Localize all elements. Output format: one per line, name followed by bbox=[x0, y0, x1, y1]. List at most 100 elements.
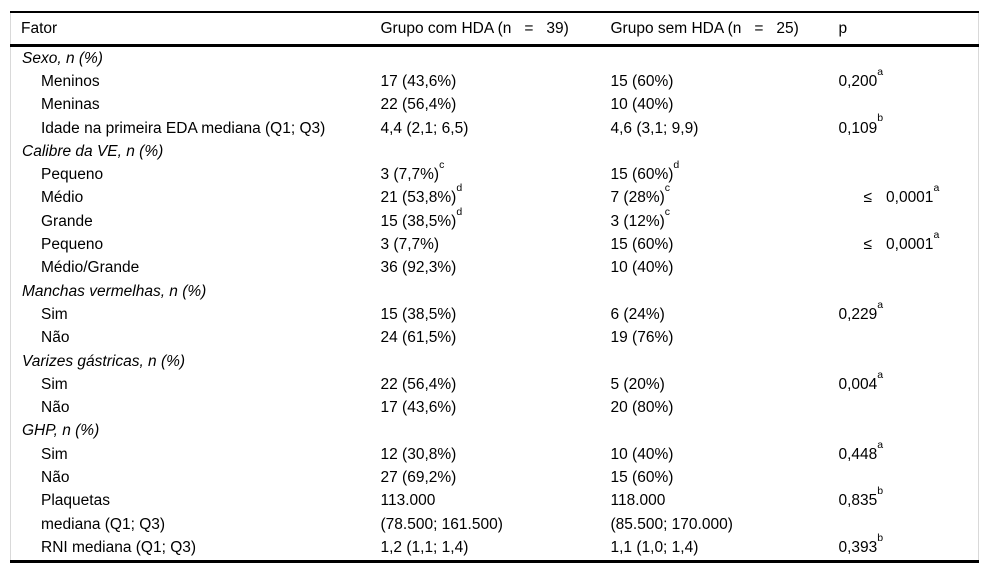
table-row: Médio 21 (53,8%)d 7 (28%)c ≤0,0001a bbox=[11, 182, 979, 210]
group-sem-hda-cell: 10 (40%) bbox=[610, 96, 674, 114]
less-equal-symbol: ≤ bbox=[863, 236, 873, 254]
group-sem-hda-cell bbox=[611, 350, 839, 373]
footnote-marker: c bbox=[439, 158, 445, 171]
group-com-hda-cell: 4,4 (2,1; 6,5) bbox=[380, 119, 469, 137]
group-sem-hda-cell: (85.500; 170.000) bbox=[610, 515, 733, 533]
group-com-hda-cell: 1,2 (1,1; 1,4) bbox=[380, 538, 469, 556]
factor-cell: Calibre da VE, n (%) bbox=[22, 142, 164, 160]
footnote-marker: a bbox=[877, 368, 884, 381]
group-com-hda-cell: 21 (53,8%)d bbox=[380, 182, 463, 207]
p-value-cell bbox=[839, 46, 979, 71]
table-group-row: Varizes gástricas, n (%) bbox=[11, 350, 979, 373]
table-row: Meninas 22 (56,4%) 10 (40%) bbox=[11, 94, 979, 117]
p-value-cell bbox=[839, 94, 979, 117]
p-value-cell bbox=[839, 420, 979, 443]
table-header-row: Fator Grupo com HDA (n = 39) Grupo sem H… bbox=[10, 12, 979, 47]
footnote-marker: d bbox=[456, 205, 463, 218]
group-com-hda-cell: 15 (38,5%)d bbox=[380, 205, 463, 230]
group-com-hda-cell bbox=[381, 46, 611, 71]
p-value-cell bbox=[839, 140, 979, 163]
footnote-marker: b bbox=[877, 531, 884, 544]
group-com-hda-cell: 3 (7,7%) bbox=[380, 236, 440, 254]
group-sem-hda-cell: 1,1 (1,0; 1,4) bbox=[610, 538, 699, 556]
factor-cell: Varizes gástricas, n (%) bbox=[22, 352, 186, 370]
footnote-marker: a bbox=[933, 182, 940, 195]
table-row: Sim 15 (38,5%) 6 (24%) 0,229a bbox=[11, 300, 979, 326]
col-header-grupo-com-hda: Grupo com HDA (n = 39) bbox=[380, 12, 611, 47]
p-value-cell bbox=[839, 513, 979, 536]
p-value-cell: 0,004a bbox=[838, 368, 884, 393]
factor-cell: Médio/Grande bbox=[41, 259, 140, 277]
p-value-cell: 0,200a bbox=[838, 65, 884, 90]
footnote-marker: b bbox=[877, 112, 884, 125]
group-sem-hda-cell: 10 (40%) bbox=[610, 259, 674, 277]
group-com-hda-cell: 27 (69,2%) bbox=[380, 468, 457, 486]
table-row: Não 17 (43,6%) 20 (80%) bbox=[11, 396, 979, 419]
footnote-marker: b bbox=[877, 485, 884, 498]
factor-cell: RNI mediana (Q1; Q3) bbox=[41, 538, 197, 556]
group-sem-hda-cell: 19 (76%) bbox=[610, 329, 674, 347]
table-row: mediana (Q1; Q3) (78.500; 161.500) (85.500… bbox=[11, 513, 979, 536]
table-group-row: Calibre da VE, n (%) bbox=[11, 140, 979, 163]
p-value-cell bbox=[839, 350, 979, 373]
group-sem-hda-cell bbox=[611, 420, 839, 443]
table-row: Pequeno 3 (7,7%) 15 (60%) ≤0,0001a bbox=[11, 230, 979, 256]
footnote-marker: a bbox=[933, 228, 940, 241]
p-value-cell bbox=[839, 280, 979, 303]
table-row: Plaquetas 113.000 118.000 0,835b bbox=[11, 486, 979, 513]
statistics-table: Fator Grupo com HDA (n = 39) Grupo sem H… bbox=[10, 11, 979, 563]
group-com-hda-cell: 22 (56,4%) bbox=[380, 375, 457, 393]
group-sem-hda-cell: 7 (28%)c bbox=[610, 182, 671, 207]
footnote-marker: a bbox=[877, 65, 884, 78]
factor-cell: Meninas bbox=[41, 96, 100, 114]
group-sem-hda-cell: 5 (20%) bbox=[610, 375, 665, 393]
group-com-hda-cell bbox=[381, 140, 611, 163]
p-value-text: 0,0001 bbox=[886, 189, 934, 207]
group-sem-hda-cell bbox=[611, 46, 839, 71]
table-row: Grande 15 (38,5%)d 3 (12%)c bbox=[11, 205, 979, 233]
p-value-cell bbox=[839, 327, 979, 350]
group-sem-hda-cell: 15 (60%) bbox=[610, 236, 674, 254]
factor-cell: Idade na primeira EDA mediana (Q1; Q3) bbox=[41, 119, 326, 137]
p-value-cell bbox=[839, 257, 979, 280]
group-sem-hda-cell bbox=[611, 140, 839, 163]
group-com-hda-cell: (78.500; 161.500) bbox=[380, 515, 503, 533]
factor-cell: GHP, n (%) bbox=[22, 422, 100, 440]
group-com-hda-cell bbox=[381, 280, 611, 303]
less-equal-symbol: ≤ bbox=[863, 189, 873, 207]
factor-cell: Não bbox=[41, 329, 70, 347]
factor-cell: Sexo, n (%) bbox=[22, 49, 103, 67]
group-com-hda-cell: 22 (56,4%) bbox=[380, 96, 457, 114]
p-value-cell: 0,393b bbox=[838, 531, 884, 556]
group-sem-hda-cell: 15 (60%)d bbox=[610, 158, 680, 184]
factor-cell: Sim bbox=[41, 445, 68, 463]
group-com-hda-cell: 15 (38,5%) bbox=[380, 305, 457, 323]
group-com-hda-cell: 24 (61,5%) bbox=[380, 329, 457, 347]
footnote-marker: c bbox=[664, 205, 671, 218]
table-row: Pequeno 3 (7,7%)c 15 (60%)d bbox=[11, 158, 979, 186]
p-value-cell bbox=[839, 163, 979, 186]
footnote-marker: c bbox=[664, 182, 671, 195]
factor-cell: mediana (Q1; Q3) bbox=[41, 515, 166, 533]
group-sem-hda-cell: 20 (80%) bbox=[610, 399, 674, 417]
p-value-cell: ≤0,0001a bbox=[839, 183, 979, 210]
table-row: Idade na primeira EDA mediana (Q1; Q3) 4,… bbox=[11, 113, 979, 140]
factor-cell: Manchas vermelhas, n (%) bbox=[22, 282, 207, 300]
group-sem-hda-cell: 6 (24%) bbox=[610, 305, 665, 323]
group-sem-hda-cell: 118.000 bbox=[610, 492, 666, 510]
p-value-cell bbox=[839, 210, 979, 233]
factor-cell: Sim bbox=[41, 305, 68, 323]
group-sem-hda-cell: 15 (60%) bbox=[610, 468, 674, 486]
factor-cell: Meninos bbox=[41, 72, 100, 90]
group-sem-hda-cell bbox=[611, 280, 839, 303]
group-com-hda-cell: 12 (30,8%) bbox=[380, 445, 457, 463]
p-value-cell: ≤0,0001a bbox=[839, 230, 979, 256]
table-row: Sim 22 (56,4%) 5 (20%) 0,004a bbox=[11, 368, 979, 396]
col-header-p: p bbox=[838, 12, 979, 47]
table-group-row: Manchas vermelhas, n (%) bbox=[11, 280, 979, 303]
factor-cell: Pequeno bbox=[41, 236, 104, 254]
footnote-marker: d bbox=[456, 182, 463, 195]
group-sem-hda-cell: 4,6 (3,1; 9,9) bbox=[610, 119, 699, 137]
p-value-text: 0,0001 bbox=[886, 236, 934, 254]
